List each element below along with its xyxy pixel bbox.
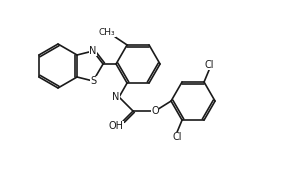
Text: N: N [89, 46, 97, 56]
Text: OH: OH [108, 121, 123, 131]
Text: Cl: Cl [172, 132, 182, 142]
Text: N: N [112, 92, 119, 102]
Text: Cl: Cl [204, 60, 214, 70]
Text: O: O [151, 106, 159, 116]
Text: CH₃: CH₃ [98, 28, 115, 37]
Text: S: S [90, 76, 96, 86]
